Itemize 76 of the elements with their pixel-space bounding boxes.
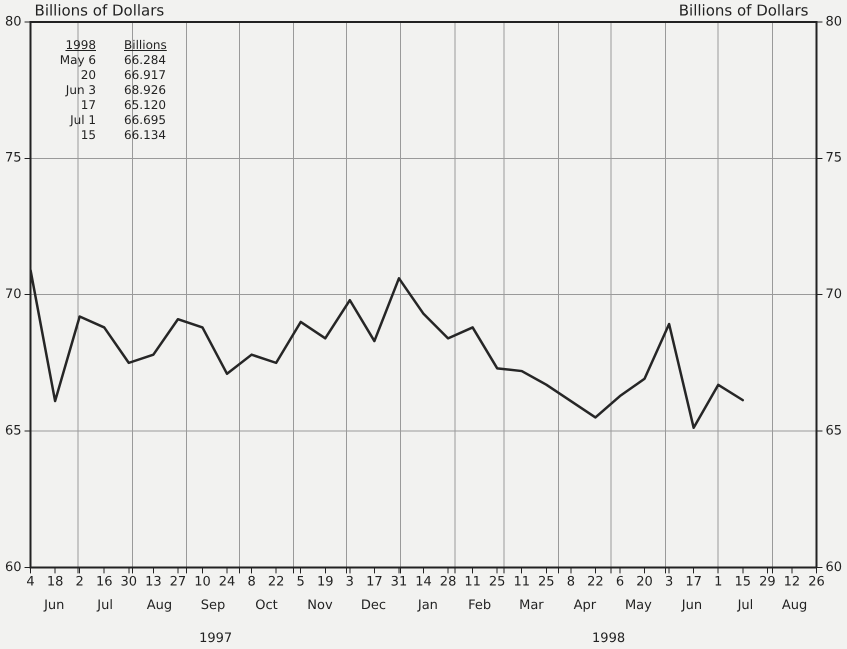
x-tick-label: 3 [346, 574, 354, 590]
x-tick-label: 11 [513, 574, 530, 590]
y2-axis-title: Billions of Dollars [678, 1, 809, 20]
annotation: 17 [80, 98, 96, 113]
x-tick-label: 17 [685, 574, 702, 590]
annotation: 66.284 [124, 53, 167, 68]
x-tick-label: 12 [784, 574, 800, 590]
annotation: 65.120 [124, 98, 167, 113]
y2-tick-label: 75 [825, 150, 842, 166]
y2-tick-label: 70 [825, 287, 842, 302]
x-tick-label: 17 [366, 574, 383, 590]
x-tick-label: 8 [566, 574, 575, 590]
annotation: May 6 [58, 53, 96, 68]
x-tick-label: 26 [808, 574, 825, 590]
text: Sep [200, 598, 226, 613]
y-axis-title: Billions of Dollars [34, 1, 164, 20]
text: Oct [255, 598, 278, 613]
x-tick-label: 29 [759, 574, 776, 590]
x-tick-label: 10 [194, 574, 211, 590]
annotation: 1998 [64, 38, 96, 53]
y2-tick-label: 60 [825, 560, 842, 575]
annotation: Billions [124, 38, 168, 53]
x-tick-label: 4 [26, 574, 35, 590]
x-tick-label: 31 [390, 574, 408, 590]
x-tick-label: 6 [616, 574, 624, 590]
text: Apr [574, 598, 597, 613]
annotation: 66.695 [124, 113, 167, 128]
text: Jul [96, 598, 113, 613]
x-tick-label: 5 [296, 574, 305, 590]
text: Jun [680, 598, 702, 613]
x-tick-label: 19 [316, 574, 334, 590]
annotation: 66.917 [124, 68, 167, 83]
x-tick-label: 22 [268, 574, 284, 590]
text: Mar [519, 598, 544, 613]
x-tick-label: 25 [488, 574, 506, 590]
annotation: 66.134 [124, 128, 167, 143]
annotation: Jun 3 [64, 83, 96, 98]
y-tick-label: 75 [4, 150, 22, 166]
y-tick-label: 70 [4, 287, 22, 302]
y-tick-label: 80 [4, 14, 22, 30]
text: 1998 [592, 630, 626, 646]
text: Dec [360, 598, 386, 613]
y2-tick-label: 65 [825, 423, 842, 438]
text: Jun [43, 598, 64, 613]
text: Feb [468, 598, 492, 613]
annotation: Jul 1 [68, 113, 96, 128]
annotation: 20 [80, 68, 96, 83]
x-tick-label: 18 [46, 574, 64, 590]
x-tick-label: 3 [664, 574, 674, 590]
y2-tick-label: 80 [825, 14, 842, 30]
text: Aug [146, 598, 172, 613]
annotation: 15 [80, 128, 96, 143]
x-tick-label: 27 [170, 574, 186, 590]
x-tick-label: 24 [218, 574, 236, 590]
x-tick-label: 2 [76, 574, 84, 590]
x-tick-label: 16 [96, 574, 112, 590]
y-tick-label: 60 [4, 560, 22, 575]
x-tick-label: 15 [734, 574, 752, 590]
text: Nov [307, 598, 333, 613]
annotation: 68.926 [124, 83, 167, 98]
x-tick-label: 8 [247, 574, 256, 590]
x-tick-label: 20 [636, 574, 653, 590]
text: Jul [736, 598, 754, 613]
x-tick-label: 1 [714, 574, 722, 590]
x-tick-label: 11 [464, 574, 481, 590]
x-tick-label: 14 [415, 574, 432, 590]
x-tick-label: 25 [538, 574, 555, 590]
text: Jan [416, 598, 438, 613]
text: May [624, 598, 652, 613]
text: 1997 [199, 630, 232, 646]
x-tick-label: 30 [120, 574, 138, 590]
x-tick-label: 13 [145, 574, 162, 590]
text: Aug [782, 598, 808, 613]
x-tick-label: 22 [587, 574, 604, 590]
y-tick-label: 65 [4, 423, 22, 438]
x-tick-label: 28 [440, 574, 456, 590]
